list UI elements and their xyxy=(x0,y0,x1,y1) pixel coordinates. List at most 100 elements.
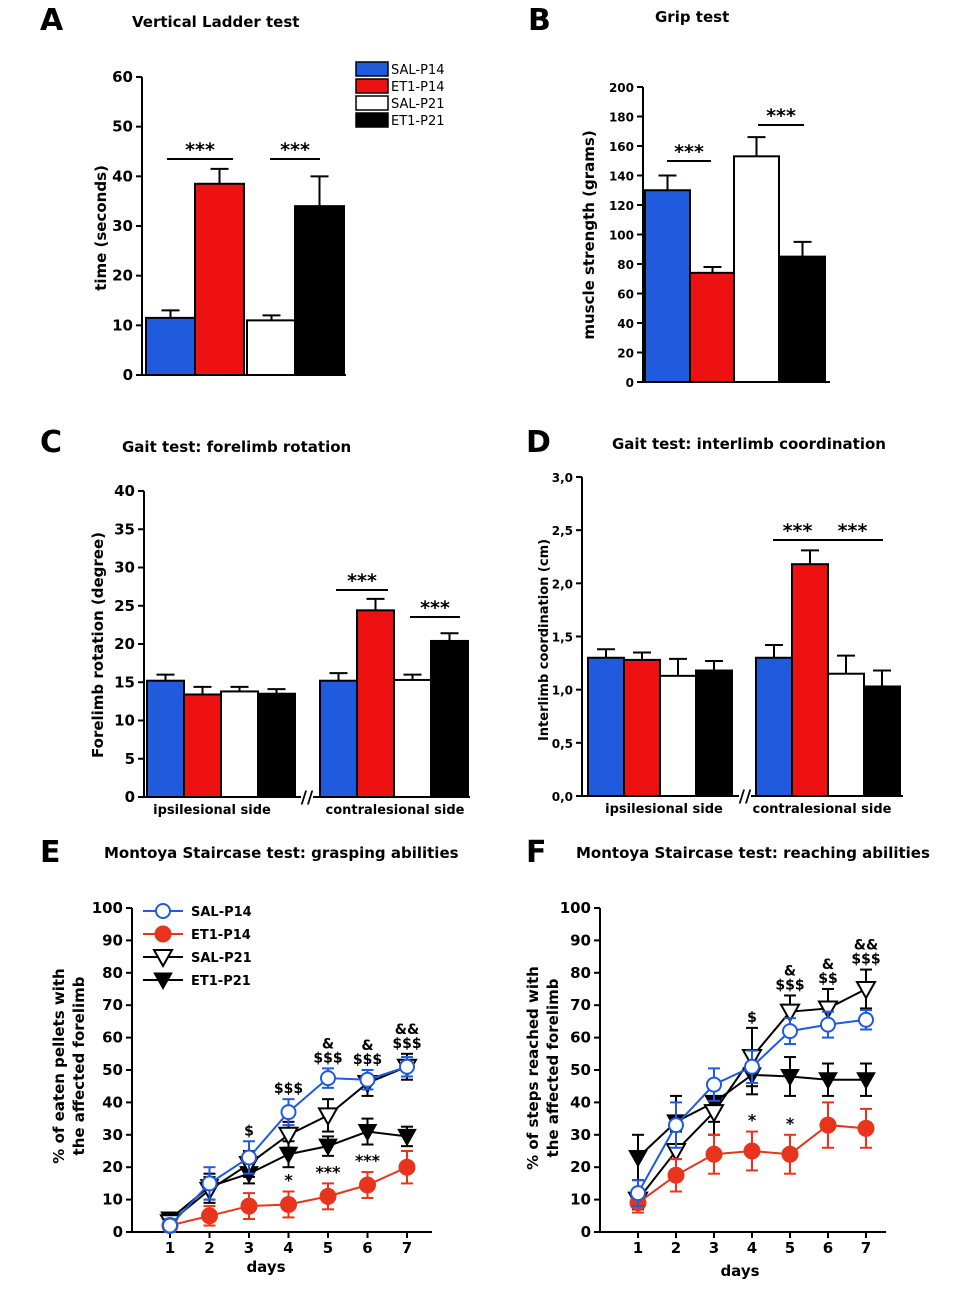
panel-d-sig-1-stars: *** xyxy=(783,520,813,542)
panel-e-point-et1-p14 xyxy=(201,1207,218,1225)
panel-e-low-annotation: *** xyxy=(315,1162,341,1181)
panel-e-low-annotation: *** xyxy=(355,1151,381,1170)
panel-f: F Montoya Staircase test: reaching abili… xyxy=(524,835,930,1280)
panel-a-legend-swatch xyxy=(355,78,389,94)
panel-e-annotation: $$$ xyxy=(353,1052,382,1068)
panel-e-point-et1-p14 xyxy=(359,1176,376,1194)
panel-c-bar-contra-sal-p21 xyxy=(393,678,432,799)
panel-e-point-sal-p14 xyxy=(399,1058,415,1075)
panel-f-point-sal-p14 xyxy=(744,1058,760,1075)
panel-a-legend-label: ET1-P21 xyxy=(391,114,445,129)
panel-a-sig-1-stars: *** xyxy=(185,139,215,161)
panel-b-sig-2-stars: *** xyxy=(766,105,796,127)
panel-d-bar-ipsi-et1-p14 xyxy=(623,658,661,797)
panel-f-point-sal-p14 xyxy=(630,1185,646,1202)
panel-e-ytick-label: 70 xyxy=(102,996,123,1014)
panel-f-ytick-label: 100 xyxy=(560,899,591,917)
panel-c-category-label: contralesional side xyxy=(325,803,464,818)
panel-f-point-sal-p14 xyxy=(820,1016,836,1033)
panel-d-title: Gait test: interlimb coordination xyxy=(612,435,886,453)
panel-f-xtick-label: 5 xyxy=(785,1239,795,1257)
panel-c-bar-contra-sal-p14 xyxy=(319,679,358,798)
panel-f-point-sal-p14 xyxy=(668,1117,684,1134)
panel-b-bar-et1-p14 xyxy=(689,271,736,384)
panel-e-legend-label: SAL-P21 xyxy=(191,951,252,966)
panel-f-point-et1-p21 xyxy=(818,1072,838,1090)
panel-d-axis-break: // xyxy=(739,787,752,807)
panel-f-point-sal-p21 xyxy=(855,981,877,1001)
panel-f-point-et1-p14 xyxy=(819,1116,837,1134)
panel-e-legend: SAL-P14 ET1-P14 SAL-P21 ET1-P21 xyxy=(143,903,252,991)
panel-c-ytick-label: 0 xyxy=(125,788,135,806)
panel-f-point-sal-p14 xyxy=(706,1076,722,1093)
panel-e-ytick-label: 40 xyxy=(102,1093,123,1111)
panel-d-axis-break-gap xyxy=(739,791,751,801)
panel-f-ylabel-2: the affected forelimb xyxy=(544,978,562,1157)
panel-f-point-et1-p14 xyxy=(781,1145,799,1163)
panel-d-bar-contra-sal-p14 xyxy=(755,656,793,797)
panel-f-point-et1-p14 xyxy=(705,1145,723,1163)
panel-a-legend: SAL-P14 ET1-P14 SAL-P21 ET1-P21 xyxy=(355,61,445,129)
panel-b: B Grip test muscle strength (grams) 0 20 4… xyxy=(528,3,830,390)
panel-e-ytick-label: 80 xyxy=(102,964,123,982)
panel-a-ytick-label: 30 xyxy=(112,217,133,235)
panel-a-bar-sal-p14 xyxy=(145,316,196,376)
panel-e-ytick-label: 10 xyxy=(102,1191,123,1209)
panel-d-ytick-label: 3,0 xyxy=(552,471,573,485)
panel-e-point-sal-p14 xyxy=(241,1149,257,1166)
panel-f-point-sal-p21 xyxy=(703,1104,725,1124)
panel-a: A Vertical Ladder test time (seconds) 0 1… xyxy=(40,3,445,384)
panel-f-annotation: $ xyxy=(747,1010,757,1026)
panel-b-sig-1-stars: *** xyxy=(674,141,704,163)
panel-e-point-sal-p14 xyxy=(162,1217,178,1234)
panel-e-ytick-label: 100 xyxy=(92,899,123,917)
panel-f-point-sal-p14 xyxy=(858,1011,874,1028)
panel-a-legend-swatch xyxy=(355,112,389,128)
panel-e-point-sal-p14 xyxy=(359,1071,376,1088)
panel-f-low-annotation: * xyxy=(748,1111,757,1130)
panel-e-ylabel-2: the affected forelimb xyxy=(70,976,88,1155)
panel-f-point-et1-p21 xyxy=(780,1068,800,1087)
panel-f-point-et1-p21 xyxy=(628,1149,648,1168)
panel-d: D Gait test: interlimb coordination Inte… xyxy=(526,425,903,817)
panel-f-xtick-label: 1 xyxy=(633,1239,643,1257)
panel-f-ytick-label: 0 xyxy=(581,1223,591,1241)
panel-e-point-sal-p14 xyxy=(201,1175,218,1192)
panel-a-legend-swatch xyxy=(355,61,389,77)
panel-c-ytick-label: 30 xyxy=(114,559,135,577)
panel-b-ytick-label: 120 xyxy=(609,199,634,213)
panel-f-ytick-label: 30 xyxy=(570,1126,591,1144)
panel-e-title: Montoya Staircase test: grasping abiliti… xyxy=(104,844,459,862)
panel-e-legend-label: ET1-P14 xyxy=(191,928,251,943)
panel-b-ytick-label: 60 xyxy=(617,288,634,302)
panel-e: E Montoya Staircase test: grasping abili… xyxy=(40,835,459,1276)
panel-d-ytick-label: 1,0 xyxy=(552,684,573,698)
panel-f-low-annotation: * xyxy=(786,1114,795,1133)
panel-e-xtick-label: 3 xyxy=(244,1239,254,1257)
panel-a-legend-label: ET1-P14 xyxy=(391,80,445,95)
panel-f-series-sal-p14 xyxy=(630,1009,874,1208)
panel-e-point-et1-p21 xyxy=(357,1124,378,1142)
panel-e-legend-marker xyxy=(152,949,174,969)
panel-c-label: C xyxy=(40,425,62,460)
panel-b-ytick-label: 80 xyxy=(617,258,634,272)
panel-e-ytick-label: 90 xyxy=(102,931,123,949)
panel-f-xtick-label: 3 xyxy=(709,1239,719,1257)
panel-d-ytick-label: 1,5 xyxy=(552,631,573,645)
panel-d-bar-contra-et1-p14 xyxy=(791,563,829,798)
panel-e-ytick-label: 0 xyxy=(113,1223,123,1241)
panel-c-ylabel: Forelimb rotation (degree) xyxy=(89,532,107,758)
panel-f-point-et1-p14 xyxy=(743,1142,761,1160)
panel-e-legend-label: ET1-P21 xyxy=(191,974,251,989)
panel-c-sig-1-stars: *** xyxy=(347,570,377,592)
panel-c-ytick-label: 5 xyxy=(125,750,135,768)
panel-f-annotation: $$ xyxy=(818,971,837,987)
panel-b-ytick-label: 40 xyxy=(617,317,634,331)
panel-e-xtick-label: 2 xyxy=(204,1239,214,1257)
panel-f-annotation: $$$ xyxy=(775,977,804,993)
panel-c-ytick-label: 20 xyxy=(114,635,135,653)
panel-a-ytick-label: 0 xyxy=(123,366,133,384)
panel-e-annotation: $$$ xyxy=(313,1050,342,1066)
panel-c-bar-contra-et1-p21 xyxy=(430,639,469,798)
